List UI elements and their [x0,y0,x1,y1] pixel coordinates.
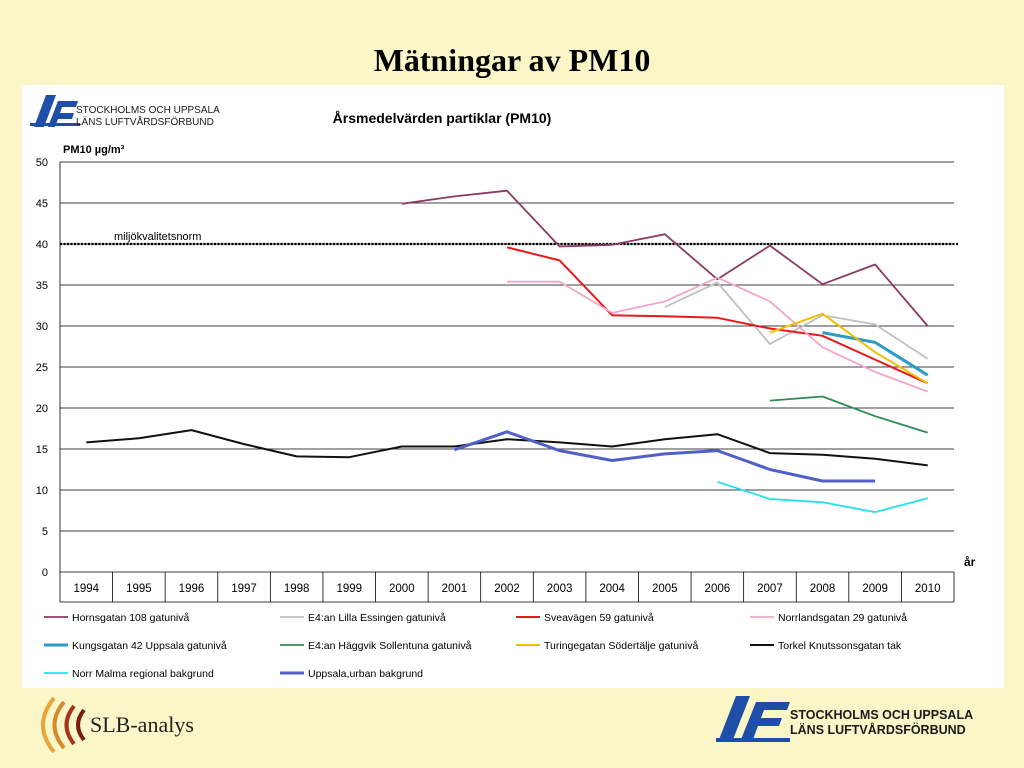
reference-line-label: miljökvalitetsnorm [114,231,201,243]
chart-logo-line1: STOCKHOLMS OCH UPPSALA [76,105,220,116]
legend-label: Torkel Knutssonsgatan tak [778,640,902,652]
x-tick-label: 1997 [231,583,257,595]
pm10-line-chart: STOCKHOLMS OCH UPPSALA LÄNS LUFTVÅRDSFÖR… [30,95,976,680]
x-tick-label: 1998 [284,583,310,595]
y-tick-label: 20 [36,403,48,415]
chart-panel: STOCKHOLMS OCH UPPSALA LÄNS LUFTVÅRDSFÖR… [22,85,1004,688]
legend-label: Uppsala,urban bakgrund [308,668,423,680]
x-tick-label: 2000 [389,583,415,595]
y-tick-label: 35 [36,280,48,292]
x-tick-label: 2001 [442,583,468,595]
lvf-logo: STOCKHOLMS OCH UPPSALA LÄNS LUFTVÅRDSFÖR… [716,694,1006,746]
x-tick-label: 2006 [705,583,731,595]
series-line [506,246,929,385]
legend-label: Kungsgatan 42 Uppsala gatunivå [72,640,227,652]
slb-analys-name: SLB-analys [90,712,194,737]
slb-analys-logo: SLB-analys [32,690,232,760]
y-tick-label: 15 [36,444,48,456]
lvf-line1: STOCKHOLMS OCH UPPSALA [790,708,974,722]
x-tick-label: 2009 [862,583,888,595]
y-tick-label: 10 [36,485,48,497]
chart-title: Årsmedelvärden partiklar (PM10) [333,110,552,126]
y-axis-label: PM10 µg/m³ [63,144,125,156]
x-tick-label: 2005 [652,583,678,595]
series-line [453,430,876,483]
x-axis-label: år [964,555,976,569]
legend-label: Sveavägen 59 gatunivå [544,612,654,624]
slb-arcs-icon [41,696,86,754]
lvf-line2: LÄNS LUFTVÅRDSFÖRBUND [790,723,966,737]
x-tick-label: 1995 [126,583,152,595]
legend-label: Hornsgatan 108 gatunivå [72,612,189,624]
y-tick-label: 5 [42,526,48,538]
slide-title: Mätningar av PM10 [373,42,651,78]
chart-logo-icon [30,95,80,127]
y-tick-label: 0 [42,567,48,579]
series-line [86,429,928,467]
y-tick-label: 50 [36,157,48,169]
y-tick-label: 45 [36,198,48,210]
x-tick-label: 2004 [599,583,625,595]
series-line [717,480,928,513]
chart-logo-line2: LÄNS LUFTVÅRDSFÖRBUND [76,115,214,128]
y-tick-label: 30 [36,321,48,333]
lvf-lf-icon [716,696,790,742]
legend-label: Turingegatan Södertälje gatunivå [544,640,698,652]
y-tick-label: 25 [36,362,48,374]
series-line [401,189,929,327]
legend-label: Norr Malma regional bakgrund [72,668,214,680]
x-tick-label: 1996 [179,583,205,595]
legend-label: Norrlandsgatan 29 gatunivå [778,612,907,624]
series-line [769,312,929,385]
x-tick-label: 1999 [336,583,362,595]
x-tick-label: 2003 [547,583,573,595]
series-line [507,276,929,393]
series-line [769,395,928,434]
series-line [664,281,929,360]
x-tick-label: 2010 [915,583,941,595]
legend-label: E4:an Lilla Essingen gatunivå [308,612,446,624]
x-tick-label: 2008 [810,583,836,595]
y-tick-label: 40 [36,239,48,251]
legend-label: E4:an Häggvik Sollentuna gatunivå [308,640,472,652]
series-line [822,331,929,377]
x-tick-label: 2002 [494,583,520,595]
x-tick-label: 1994 [73,583,99,595]
x-tick-label: 2007 [757,583,783,595]
